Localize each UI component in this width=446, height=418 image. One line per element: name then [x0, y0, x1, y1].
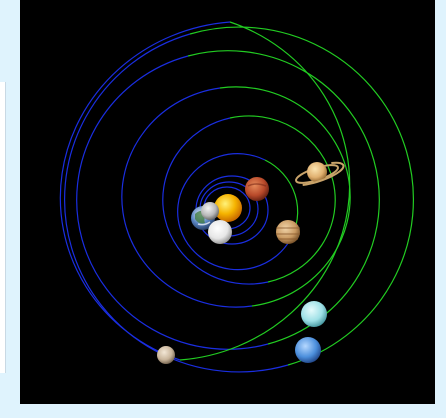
pluto-icon[interactable]: [157, 346, 175, 364]
mars-orbit-back: [177, 153, 291, 271]
solar-system-scene[interactable]: [20, 0, 435, 404]
pluto-orbit-front: [179, 21, 351, 361]
side-panel: [0, 82, 6, 373]
sun-icon[interactable]: [214, 194, 242, 222]
neptune-orbit-back: [64, 33, 289, 373]
saturn-orbit-front: [219, 86, 351, 307]
uranus-icon[interactable]: [301, 301, 327, 327]
saturn-icon[interactable]: [294, 160, 346, 187]
uranus-orbit-front: [187, 50, 380, 345]
pluto-orbit-back: [59, 21, 231, 361]
mars-icon[interactable]: [245, 177, 269, 201]
neptune-icon[interactable]: [295, 337, 321, 363]
jupiter-orbit-back: [162, 117, 269, 285]
venus-icon[interactable]: [208, 220, 232, 244]
jupiter-icon[interactable]: [276, 220, 300, 244]
solar-system-viewport[interactable]: [20, 0, 435, 404]
orbit-lines: [59, 21, 414, 373]
mercury-icon[interactable]: [201, 202, 219, 220]
saturn-orbit-back: [121, 87, 253, 308]
jupiter-orbit-front: [229, 115, 336, 283]
uranus-orbit-back: [76, 55, 269, 350]
neptune-orbit-front: [189, 26, 414, 366]
